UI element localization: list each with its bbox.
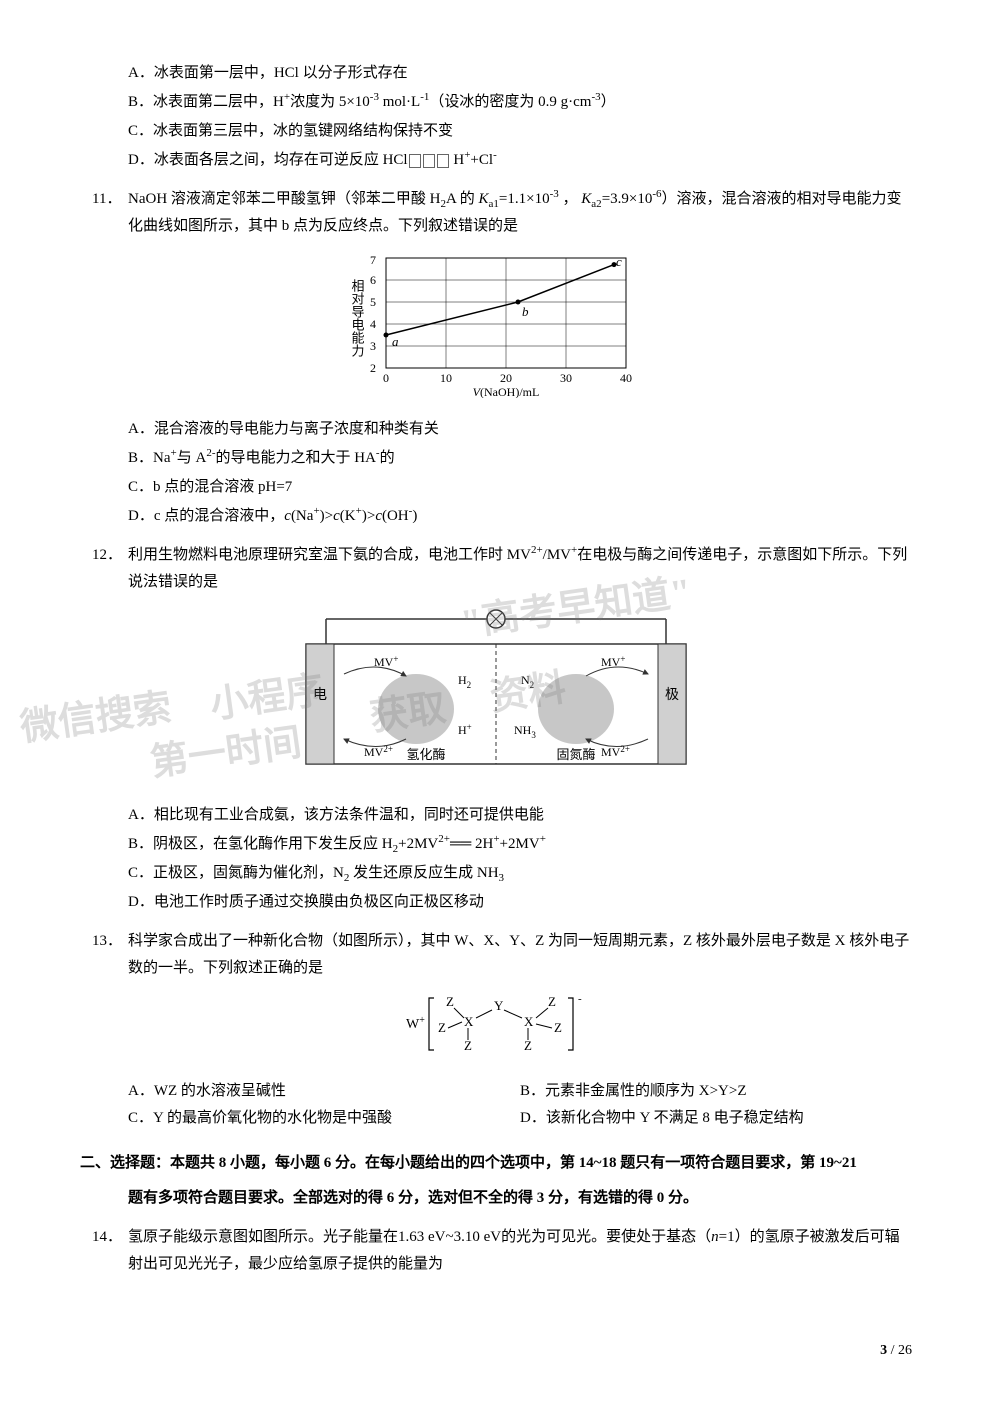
svg-text:20: 20 bbox=[500, 371, 512, 385]
q13-option-a: A．WZ 的水溶液呈碱性 bbox=[128, 1078, 520, 1105]
xlabel: V(NaOH)/mL bbox=[473, 385, 540, 398]
svg-text:30: 30 bbox=[560, 371, 572, 385]
svg-text:H2: H2 bbox=[458, 673, 471, 690]
point-a-label: a bbox=[392, 334, 399, 349]
q10-option-c: C．冰表面第三层中，冰的氢键网络结构保持不变 bbox=[80, 118, 912, 145]
svg-text:H+: H+ bbox=[458, 722, 472, 737]
svg-text:3: 3 bbox=[370, 339, 376, 353]
q13-option-c: C．Y 的最高价氧化物的水化物是中强酸 bbox=[128, 1105, 520, 1132]
q14-num: 14． bbox=[80, 1224, 128, 1278]
svg-text:Z: Z bbox=[554, 1020, 562, 1035]
q12-option-a: A．相比现有工业合成氨，该方法条件温和，同时还可提供电能 bbox=[80, 802, 912, 829]
ylabel: 相对导电能力 bbox=[350, 279, 365, 358]
opt-text: 冰表面第一层中，HCl 以分子形式存在 bbox=[154, 65, 408, 81]
opt-prefix: C． bbox=[128, 123, 153, 139]
svg-text:40: 40 bbox=[620, 371, 632, 385]
svg-text:Z: Z bbox=[548, 994, 556, 1009]
svg-text:Z: Z bbox=[438, 1020, 446, 1035]
svg-text:X: X bbox=[524, 1014, 534, 1029]
section2-heading-line2: 题有多项符合题目要求。全部选对的得 6 分，选对但不全的得 3 分，有选错的得 … bbox=[80, 1185, 912, 1212]
svg-text:MV2+: MV2+ bbox=[601, 744, 630, 759]
q12-option-b: B．阴极区，在氢化酶作用下发生反应 H2+2MV2+══ 2H++2MV+ bbox=[80, 831, 912, 858]
svg-text:5: 5 bbox=[370, 295, 376, 309]
fuel-cell-diagram: 电 极 氢化酶 固氮酶 MV+ MV2+ H2 H+ N2 NH3 MV+ MV… bbox=[286, 604, 706, 784]
q12-option-d: D．电池工作时质子通过交换膜由负极区向正极区移动 bbox=[80, 889, 912, 916]
svg-text:氢化酶: 氢化酶 bbox=[406, 747, 445, 762]
q12-num: 12． bbox=[80, 542, 128, 596]
svg-text:10: 10 bbox=[440, 371, 452, 385]
q13-options-row2: C．Y 的最高价氧化物的水化物是中强酸 D．该新化合物中 Y 不满足 8 电子稳… bbox=[80, 1105, 912, 1132]
svg-text:X: X bbox=[464, 1014, 474, 1029]
point-b-label: b bbox=[522, 304, 529, 319]
svg-text:MV+: MV+ bbox=[374, 654, 398, 669]
opt-prefix: D． bbox=[128, 152, 154, 168]
q13-stem: 13． 科学家合成出了一种新化合物（如图所示），其中 W、X、Y、Z 为同一短周… bbox=[80, 928, 912, 982]
watermark: 微信搜索 bbox=[16, 674, 176, 763]
q10-option-d: D．冰表面各层之间，均存在可逆反应 HCl H++Cl- bbox=[80, 147, 912, 174]
q13-option-d: D．该新化合物中 Y 不满足 8 电子稳定结构 bbox=[520, 1105, 912, 1132]
svg-text:固氮酶: 固氮酶 bbox=[556, 747, 595, 762]
svg-text:Y: Y bbox=[494, 998, 504, 1013]
svg-text:2: 2 bbox=[370, 361, 376, 375]
q11-option-a: A．混合溶液的导电能力与离子浓度和种类有关 bbox=[80, 416, 912, 443]
conductivity-chart: a b c 2 3 4 5 6 7 0 10 20 30 40 V(NaOH)/… bbox=[341, 248, 651, 398]
q13-options-row1: A．WZ 的水溶液呈碱性 B．元素非金属性的顺序为 X>Y>Z bbox=[80, 1078, 912, 1105]
q11-chart: a b c 2 3 4 5 6 7 0 10 20 30 40 V(NaOH)/… bbox=[80, 248, 912, 408]
page-number: 3 / 26 bbox=[880, 1338, 912, 1363]
q13-formula: W+ - Z Z X Z Y X Z Z Z bbox=[80, 990, 912, 1070]
q11-option-b: B．Na+与 A2-的导电能力之和大于 HA-的 bbox=[80, 445, 912, 472]
opt-prefix: A． bbox=[128, 65, 154, 81]
q14-stem: 14． 氢原子能级示意图如图所示。光子能量在1.63 eV~3.10 eV的光为… bbox=[80, 1224, 912, 1278]
svg-text:电: 电 bbox=[313, 687, 327, 703]
svg-text:Z: Z bbox=[446, 994, 454, 1009]
svg-text:6: 6 bbox=[370, 273, 376, 287]
q10-option-a: A．冰表面第一层中，HCl 以分子形式存在 bbox=[80, 60, 912, 87]
point-c-label: c bbox=[616, 254, 622, 269]
q12-stem: 12． 利用生物燃料电池原理研究室温下氨的合成，电池工作时 MV2+/MV+在电… bbox=[80, 542, 912, 596]
opt-text: 冰表面第三层中，冰的氢键网络结构保持不变 bbox=[153, 123, 453, 139]
svg-text:Z: Z bbox=[524, 1038, 532, 1053]
q11-body: NaOH 溶液滴定邻苯二甲酸氢钾（邻苯二甲酸 H2A 的 Ka1=1.1×10-… bbox=[128, 186, 912, 240]
q11-stem: 11． NaOH 溶液滴定邻苯二甲酸氢钾（邻苯二甲酸 H2A 的 Ka1=1.1… bbox=[80, 186, 912, 240]
q13-num: 13． bbox=[80, 928, 128, 982]
box-icon bbox=[409, 154, 421, 168]
section2-heading-line1: 二、选择题：本题共 8 小题，每小题 6 分。在每小题给出的四个选项中，第 14… bbox=[80, 1150, 912, 1177]
svg-text:7: 7 bbox=[370, 253, 376, 267]
q11-option-d: D．c 点的混合溶液中，c(Na+)>c(K+)>c(OH-) bbox=[80, 503, 912, 530]
compound-structure: W+ - Z Z X Z Y X Z Z Z bbox=[396, 990, 596, 1060]
svg-text:0: 0 bbox=[383, 371, 389, 385]
q10-option-b: B．冰表面第二层中，H+浓度为 5×10-3 mol·L-1（设冰的密度为 0.… bbox=[80, 89, 912, 116]
box-icon bbox=[437, 154, 449, 168]
q12-option-c: C．正极区，固氮酶为催化剂，N2 发生还原反应生成 NH3 bbox=[80, 860, 912, 887]
svg-text:N2: N2 bbox=[521, 673, 534, 690]
svg-text:NH3: NH3 bbox=[514, 723, 536, 740]
svg-text:W+: W+ bbox=[406, 1015, 425, 1032]
box-icon bbox=[423, 154, 435, 168]
q12-diagram: 电 极 氢化酶 固氮酶 MV+ MV2+ H2 H+ N2 NH3 MV+ MV… bbox=[80, 604, 912, 794]
watermark: 第一时间 bbox=[146, 709, 306, 798]
opt-prefix: B． bbox=[128, 94, 153, 110]
q13-option-b: B．元素非金属性的顺序为 X>Y>Z bbox=[520, 1078, 912, 1105]
svg-text:MV2+: MV2+ bbox=[364, 744, 393, 759]
svg-text:-: - bbox=[578, 993, 582, 1005]
svg-text:4: 4 bbox=[370, 317, 376, 331]
svg-text:Z: Z bbox=[464, 1038, 472, 1053]
q11-option-c: C．b 点的混合溶液 pH=7 bbox=[80, 474, 912, 501]
q11-num: 11． bbox=[80, 186, 128, 240]
svg-text:极: 极 bbox=[665, 687, 679, 703]
